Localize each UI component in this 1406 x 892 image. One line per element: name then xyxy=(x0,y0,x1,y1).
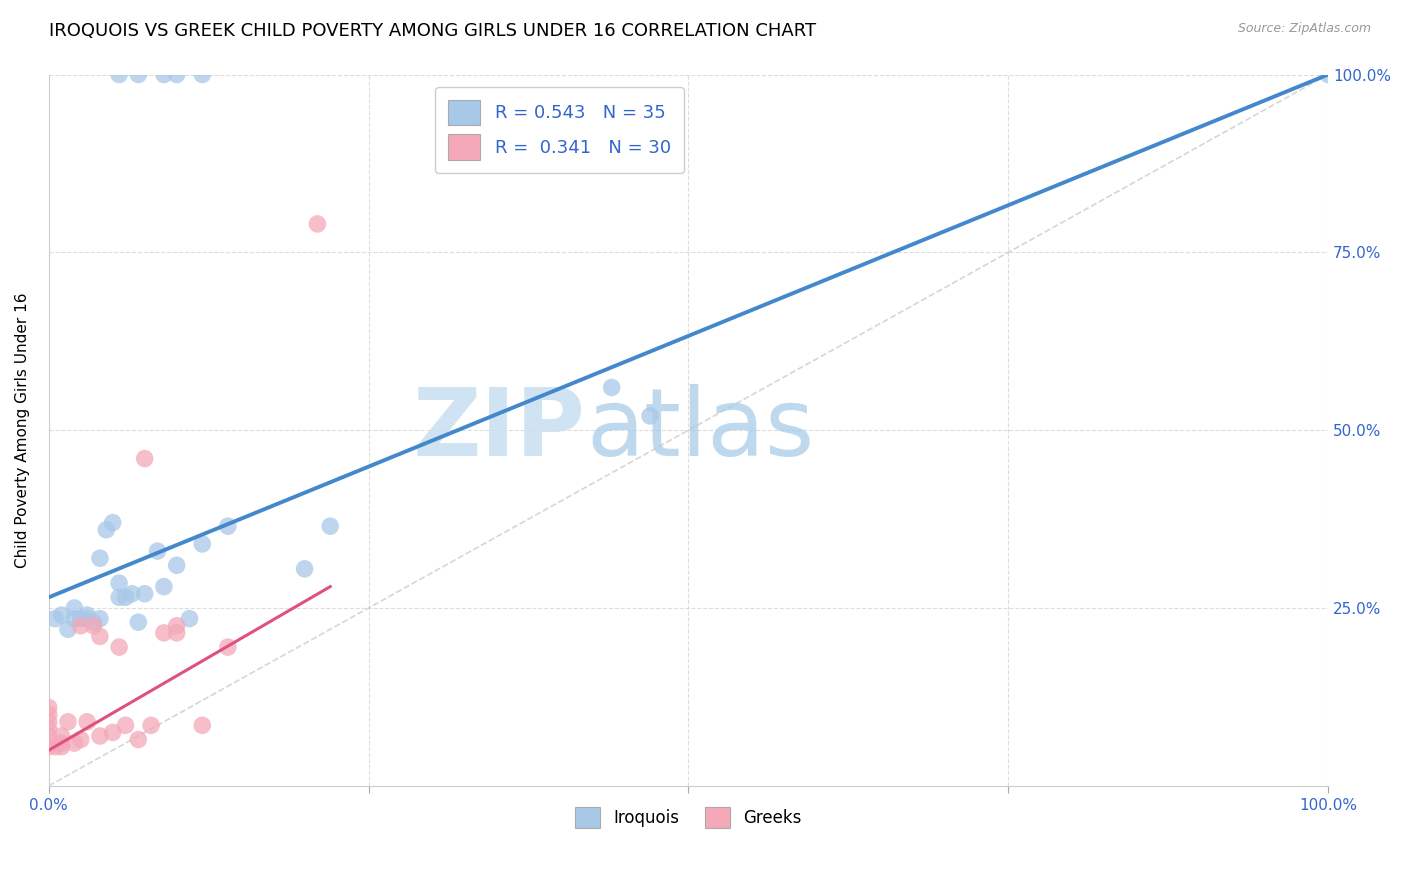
Point xyxy=(319,519,342,533)
Point xyxy=(56,623,79,637)
Point xyxy=(83,615,105,630)
Point xyxy=(89,629,111,643)
Point xyxy=(108,576,131,591)
Point xyxy=(96,523,118,537)
Point xyxy=(217,640,239,654)
Point xyxy=(127,732,149,747)
Point xyxy=(108,68,131,82)
Point xyxy=(76,608,98,623)
Point xyxy=(56,714,79,729)
Point xyxy=(191,537,214,551)
Point xyxy=(51,729,73,743)
Point xyxy=(294,562,316,576)
Point xyxy=(127,615,149,630)
Text: IROQUOIS VS GREEK CHILD POVERTY AMONG GIRLS UNDER 16 CORRELATION CHART: IROQUOIS VS GREEK CHILD POVERTY AMONG GI… xyxy=(49,22,817,40)
Point xyxy=(166,558,188,573)
Point xyxy=(127,68,149,82)
Point xyxy=(38,729,60,743)
Point xyxy=(108,591,131,605)
Point xyxy=(63,601,86,615)
Point xyxy=(166,625,188,640)
Point xyxy=(153,68,176,82)
Point xyxy=(153,625,176,640)
Point xyxy=(51,736,73,750)
Point xyxy=(44,612,66,626)
Point xyxy=(76,714,98,729)
Y-axis label: Child Poverty Among Girls Under 16: Child Poverty Among Girls Under 16 xyxy=(15,293,30,568)
Point xyxy=(638,409,661,423)
Point xyxy=(38,714,60,729)
Point xyxy=(307,217,329,231)
Point xyxy=(146,544,169,558)
Point xyxy=(166,68,188,82)
Point xyxy=(38,739,60,754)
Point xyxy=(69,732,91,747)
Point xyxy=(114,591,136,605)
Point xyxy=(89,551,111,566)
Point xyxy=(191,718,214,732)
Point xyxy=(101,725,124,739)
Point xyxy=(38,707,60,722)
Point xyxy=(166,619,188,633)
Text: ZIP: ZIP xyxy=(413,384,586,476)
Point xyxy=(121,587,143,601)
Point xyxy=(76,612,98,626)
Point xyxy=(101,516,124,530)
Point xyxy=(89,729,111,743)
Legend: Iroquois, Greeks: Iroquois, Greeks xyxy=(569,801,808,834)
Point xyxy=(69,612,91,626)
Point xyxy=(108,640,131,654)
Point xyxy=(69,619,91,633)
Text: Source: ZipAtlas.com: Source: ZipAtlas.com xyxy=(1237,22,1371,36)
Point xyxy=(38,722,60,736)
Point xyxy=(134,587,156,601)
Point xyxy=(38,700,60,714)
Text: atlas: atlas xyxy=(586,384,814,476)
Point xyxy=(134,451,156,466)
Point xyxy=(51,608,73,623)
Point xyxy=(191,68,214,82)
Point xyxy=(63,736,86,750)
Point xyxy=(44,739,66,754)
Point xyxy=(89,612,111,626)
Point xyxy=(51,739,73,754)
Point xyxy=(83,619,105,633)
Point xyxy=(63,612,86,626)
Point xyxy=(179,612,201,626)
Point xyxy=(217,519,239,533)
Point xyxy=(139,718,162,732)
Point xyxy=(114,718,136,732)
Point xyxy=(1317,68,1340,82)
Point xyxy=(600,380,623,394)
Point xyxy=(153,580,176,594)
